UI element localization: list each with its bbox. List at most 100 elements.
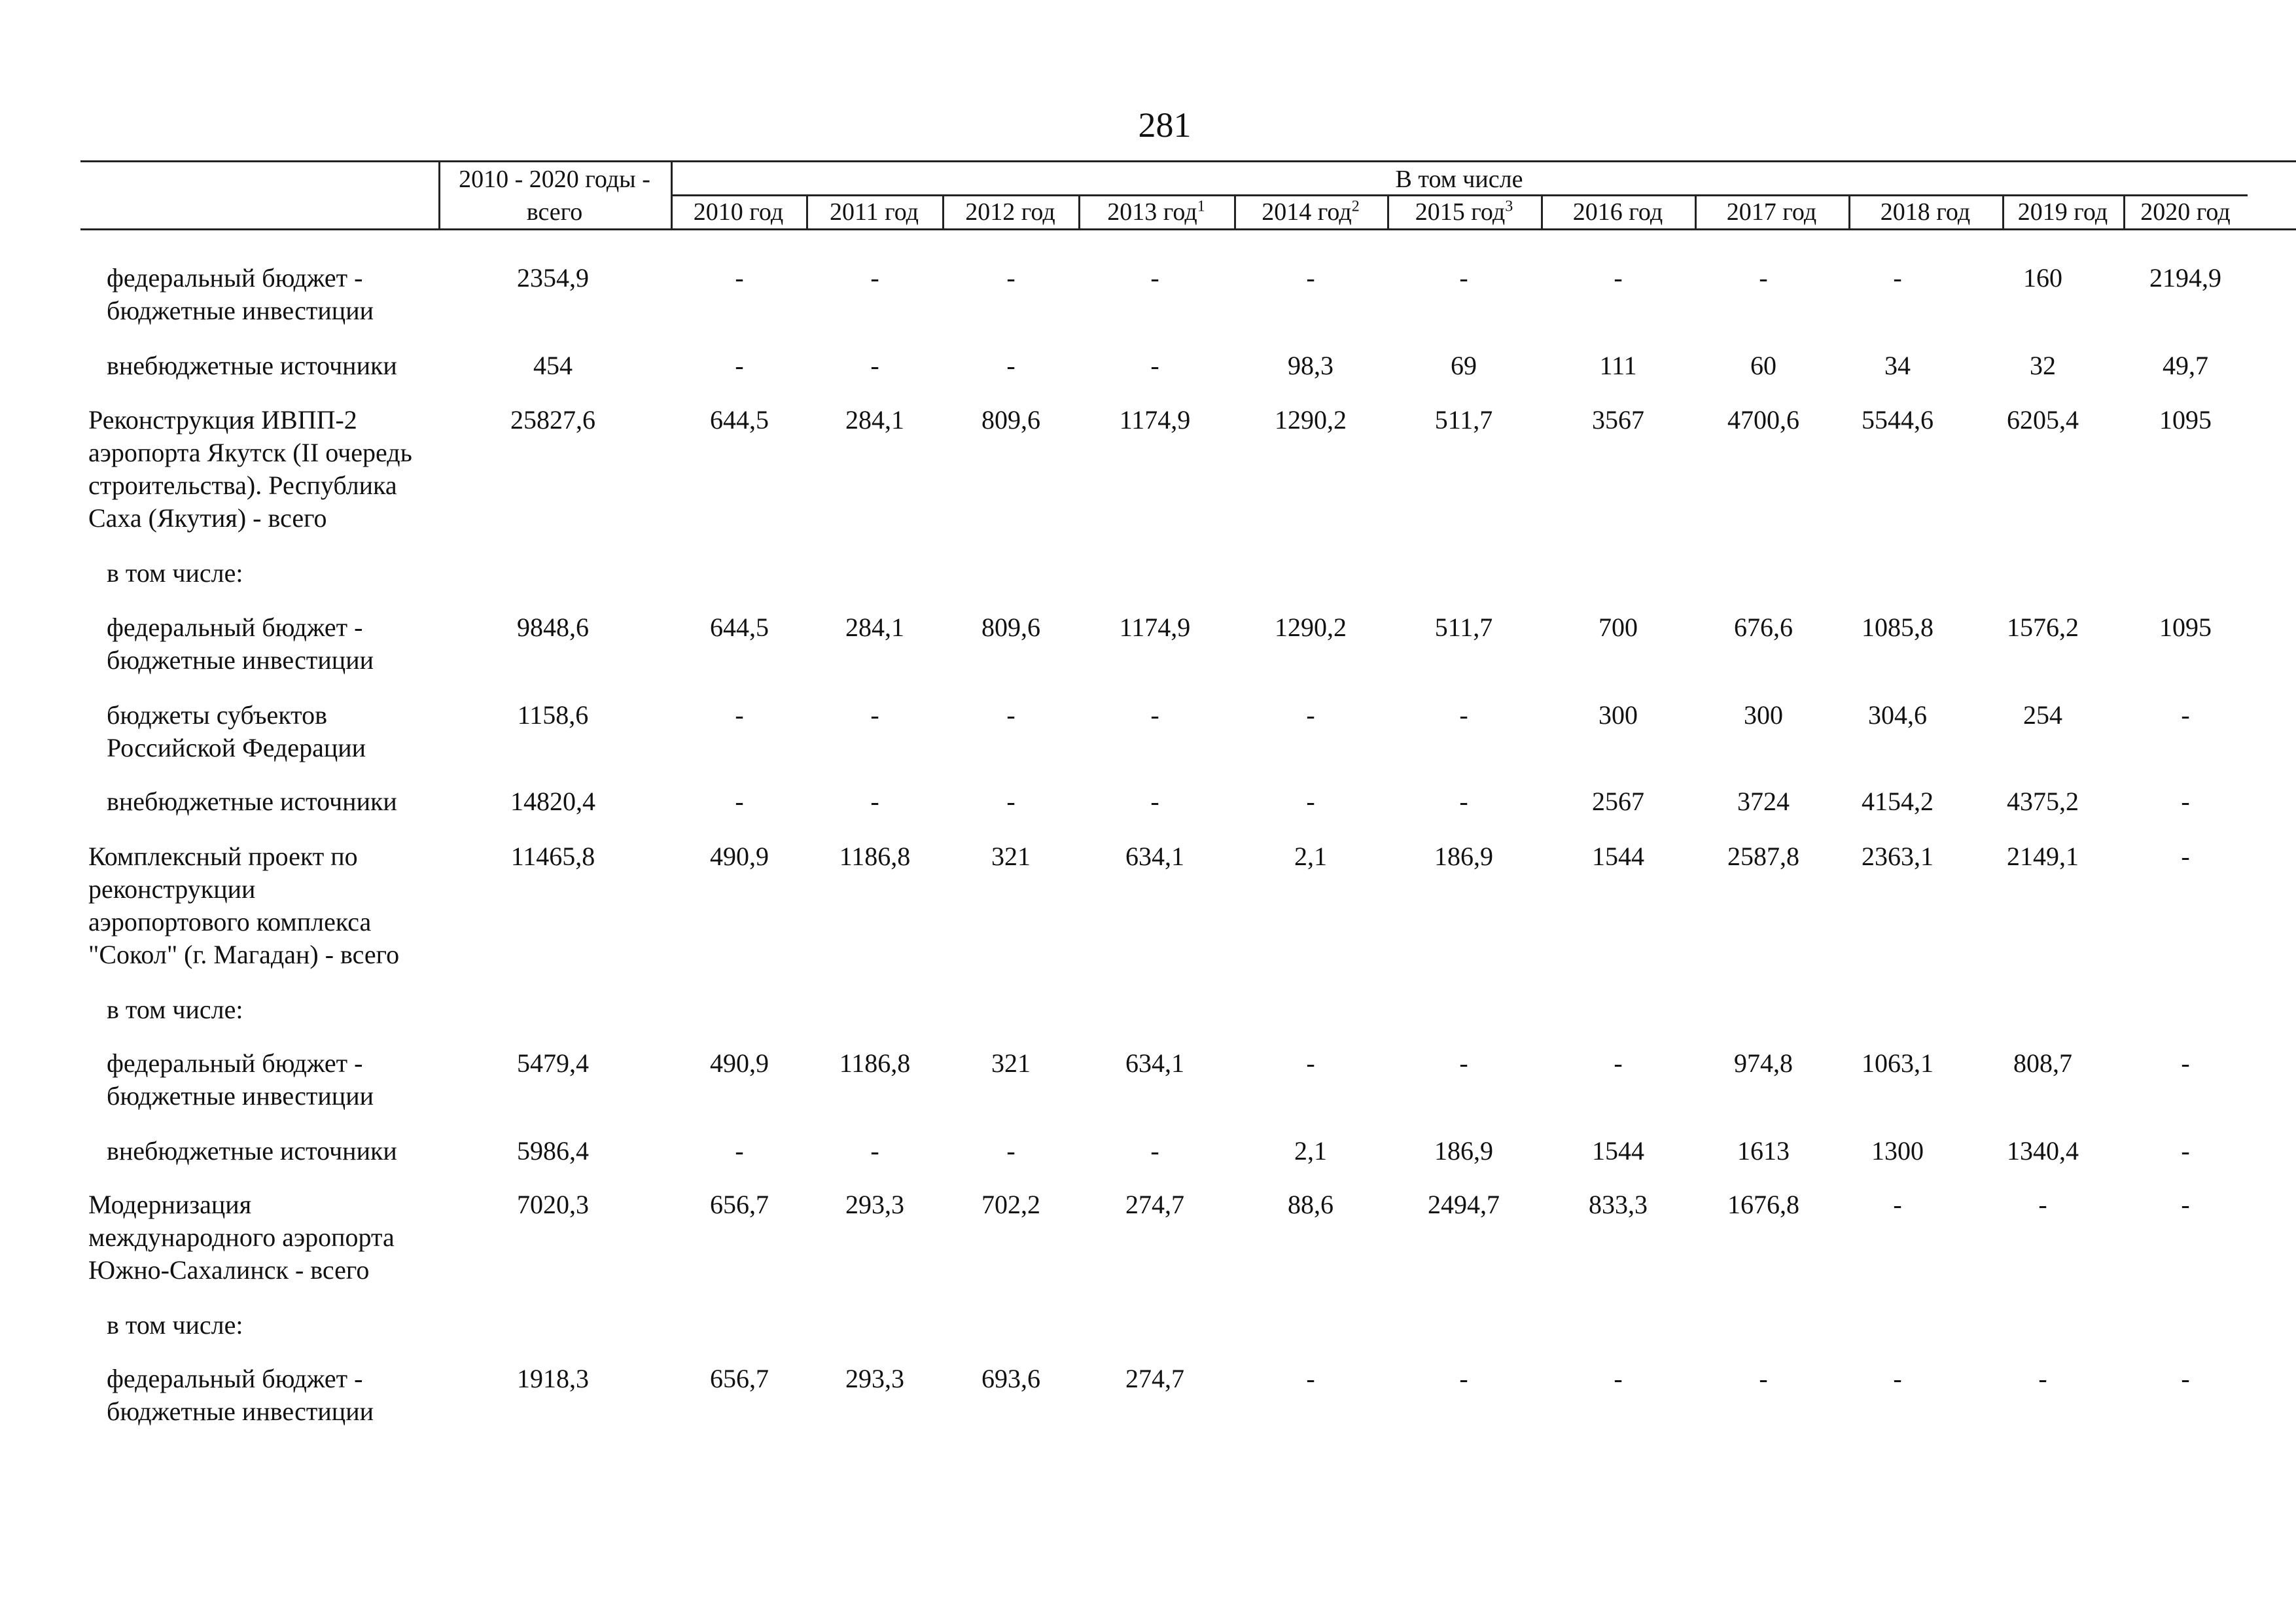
header-divider <box>2002 196 2004 228</box>
row-value: 1174,9 <box>1119 613 1191 642</box>
row-value: - <box>2181 700 2190 730</box>
row-value: 284,1 <box>845 613 904 642</box>
row-value: - <box>2181 1364 2190 1393</box>
row-value: - <box>1150 351 1159 380</box>
row-label-line: реконструкции <box>88 874 256 904</box>
row-value: 284,1 <box>845 405 904 435</box>
row-label-line: бюджетные инвестиции <box>107 1081 374 1111</box>
row-label: Реконструкция ИВПП-2 аэропорта Якутск (II… <box>88 404 412 535</box>
year-header: 2020 год <box>2123 198 2248 226</box>
row-label-line: бюджетные инвестиции <box>107 645 374 675</box>
row-label: внебюджетные источники <box>107 1135 397 1168</box>
row-label-line: "Сокол" (г. Магадан) - всего <box>88 940 400 969</box>
row-total: 1918,3 <box>517 1364 589 1393</box>
year-label: 2011 год <box>830 198 919 226</box>
row-value: 676,6 <box>1734 613 1793 642</box>
row-value: 88,6 <box>1288 1190 1333 1219</box>
row-label-line: внебюджетные источники <box>107 351 397 380</box>
header-divider <box>1695 196 1697 228</box>
row-total: 7020,3 <box>517 1190 589 1219</box>
year-header: 2019 год <box>2002 198 2123 226</box>
row-value: - <box>1306 1048 1315 1078</box>
row-value: - <box>735 700 744 730</box>
row-total: 14820,4 <box>510 787 595 816</box>
row-value: 490,9 <box>710 842 769 871</box>
row-value: 644,5 <box>710 613 769 642</box>
row-value: - <box>1306 1364 1315 1393</box>
row-value: 2587,8 <box>1727 842 1799 871</box>
row-value: 4154,2 <box>1862 787 1934 816</box>
row-value: 2,1 <box>1294 1136 1327 1166</box>
row-total: 25827,6 <box>510 405 595 435</box>
row-value: 1290,2 <box>1275 613 1347 642</box>
row-value: 490,9 <box>710 1048 769 1078</box>
row-label: внебюджетные источники <box>107 785 397 818</box>
group-header: В том числе <box>1395 166 1523 193</box>
row-label-line: федеральный бюджет - <box>107 263 363 293</box>
row-label-line: Реконструкция ИВПП-2 <box>88 405 357 435</box>
row-value: - <box>1150 700 1159 730</box>
row-total: 5479,4 <box>517 1048 589 1078</box>
row-label-line: бюджетные инвестиции <box>107 1397 374 1426</box>
row-value: 2567 <box>1592 787 1644 816</box>
row-value: 6205,4 <box>2007 405 2079 435</box>
row-value: - <box>1306 263 1315 293</box>
row-value: - <box>1306 700 1315 730</box>
row-value: 111 <box>1599 351 1637 380</box>
row-value: 1174,9 <box>1119 405 1191 435</box>
row-value: 304,6 <box>1868 700 1927 730</box>
row-label-line: федеральный бюджет - <box>107 613 363 642</box>
row-value: 274,7 <box>1125 1190 1184 1219</box>
row-value: 293,3 <box>845 1364 904 1393</box>
row-label-line: бюджеты субъектов <box>107 700 328 730</box>
row-value: 1095 <box>2159 405 2212 435</box>
row-value: 300 <box>1598 700 1638 730</box>
row-label: в том числе: <box>107 557 243 590</box>
year-label: 2017 год <box>1726 198 1817 226</box>
row-value: - <box>870 700 879 730</box>
row-label: Комплексный проект по реконструкции аэропо… <box>88 840 399 971</box>
row-value: 4375,2 <box>2007 787 2079 816</box>
row-value: 1290,2 <box>1275 405 1347 435</box>
row-value: 702,2 <box>981 1190 1040 1219</box>
row-value: - <box>1893 263 1902 293</box>
row-value: - <box>1459 1364 1468 1393</box>
row-label-line: Российской Федерации <box>107 733 366 762</box>
row-label-line: в том числе: <box>107 1310 243 1340</box>
row-value: 1676,8 <box>1727 1190 1799 1219</box>
row-value: 2194,9 <box>2149 263 2221 293</box>
row-label: Модернизация международного аэропорта Южно… <box>88 1188 395 1287</box>
row-value: 809,6 <box>981 405 1040 435</box>
row-value: - <box>735 1136 744 1166</box>
row-label-line: в том числе: <box>107 995 243 1024</box>
row-label-line: бюджетные инвестиции <box>107 296 374 325</box>
row-value: - <box>1614 1364 1623 1393</box>
row-value: 833,3 <box>1589 1190 1648 1219</box>
year-header: 2017 год <box>1695 198 1848 226</box>
row-value: - <box>1893 1190 1902 1219</box>
row-label: в том числе: <box>107 1309 243 1342</box>
row-value: 700 <box>1598 613 1638 642</box>
row-value: 32 <box>2030 351 2056 380</box>
row-value: 69 <box>1451 351 1477 380</box>
row-value: 1186,8 <box>839 842 911 871</box>
row-value: 300 <box>1744 700 1783 730</box>
year-label: 2012 год <box>965 198 1055 226</box>
row-value: 254 <box>2023 700 2062 730</box>
row-value: 321 <box>991 1048 1031 1078</box>
row-value: - <box>2181 1136 2190 1166</box>
year-header: 2014 год2 <box>1234 198 1387 226</box>
row-label-line: Южно-Сахалинск - всего <box>88 1255 370 1285</box>
row-value: - <box>1614 1048 1623 1078</box>
row-value: - <box>1006 263 1016 293</box>
row-value: - <box>2181 1048 2190 1078</box>
row-value: - <box>2181 787 2190 816</box>
row-value: 1544 <box>1592 842 1644 871</box>
row-value: 2494,7 <box>1428 1190 1500 1219</box>
year-label: 2019 год <box>2017 198 2108 226</box>
row-label-line: федеральный бюджет - <box>107 1364 363 1393</box>
row-value: 1613 <box>1737 1136 1790 1166</box>
row-value: 186,9 <box>1434 842 1493 871</box>
row-value: 293,3 <box>845 1190 904 1219</box>
row-value: 98,3 <box>1288 351 1333 380</box>
